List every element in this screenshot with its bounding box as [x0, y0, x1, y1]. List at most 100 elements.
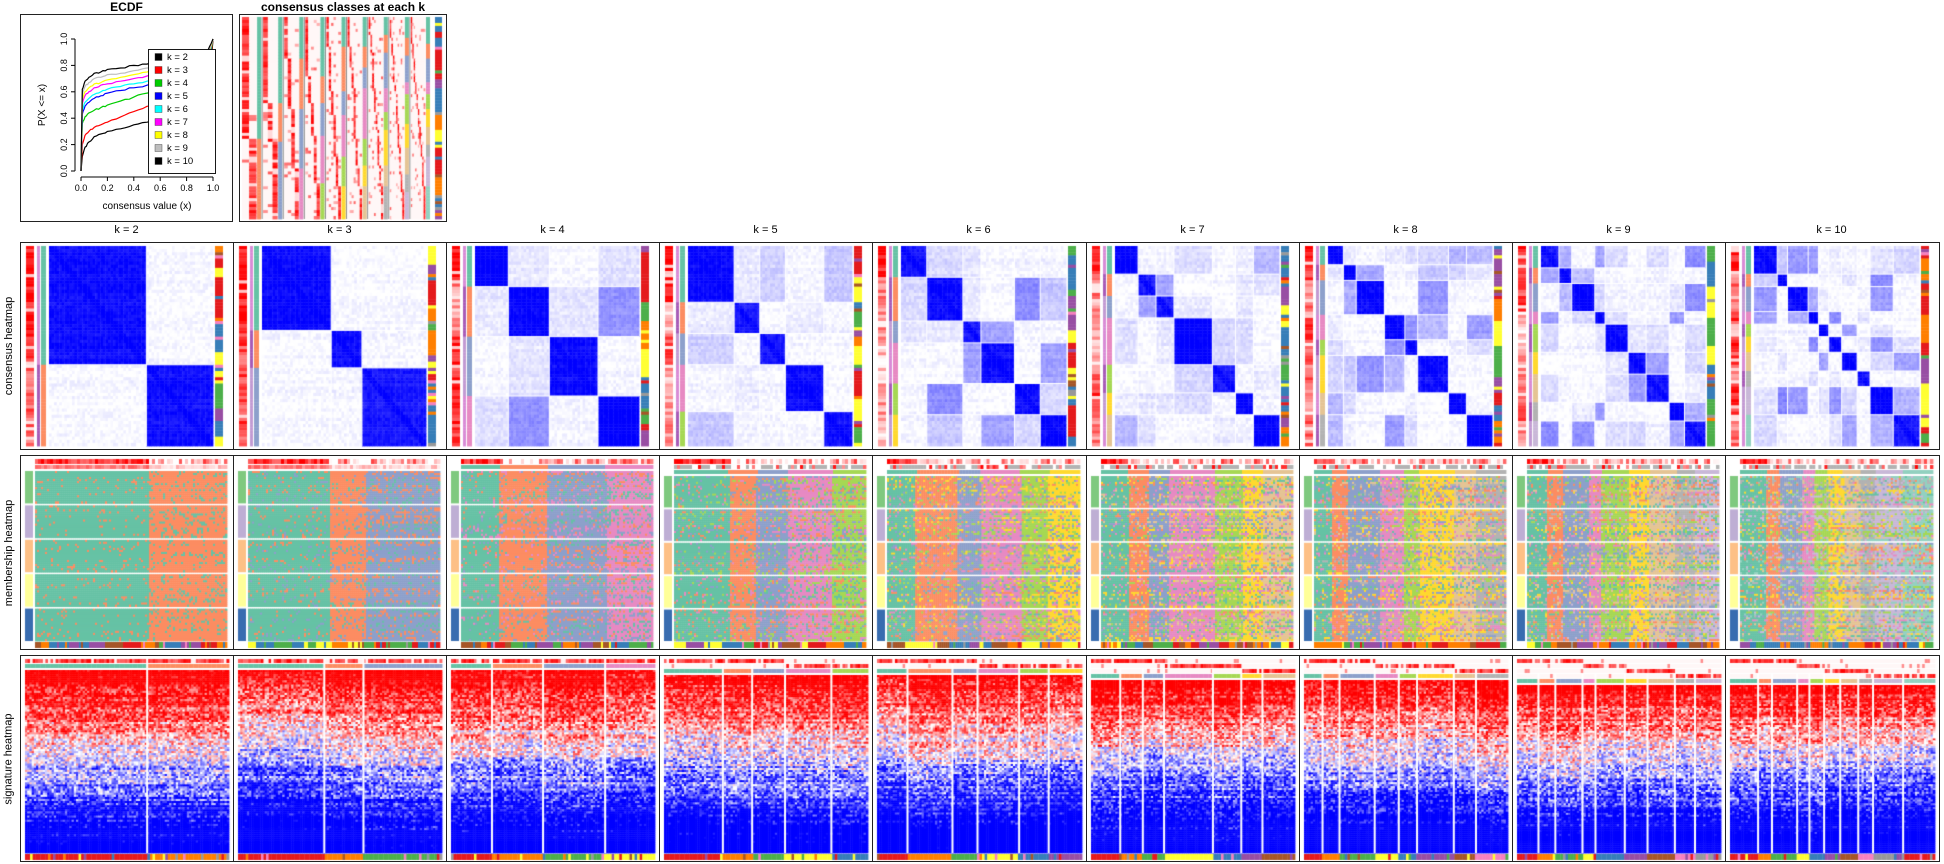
column-header-k9: k = 9 — [1606, 224, 1631, 236]
membership-heatmap-k5-canvas — [660, 456, 872, 649]
consensus-heatmap-row — [20, 242, 1940, 450]
consensus-panel-k2 — [21, 243, 234, 449]
membership-heatmap-k2-canvas — [21, 456, 233, 649]
column-headers: k = 2 k = 3 k = 4 k = 5 k = 6 k = 7 k = 8 k = 9… — [20, 223, 1940, 238]
signature-heatmap-k8-canvas — [1300, 656, 1512, 861]
membership-panel-k8 — [1300, 456, 1513, 649]
signature-heatmap-k5-canvas — [660, 656, 872, 861]
membership-heatmap-k7-canvas — [1087, 456, 1299, 649]
consensus-panel-k3 — [234, 243, 447, 449]
row-label-membership-heatmap: membership heatmap — [3, 499, 16, 606]
ecdf-panel: 0.0 0.2 0.4 0.6 0.8 1.0 0.0 0.2 0.4 0.6 0.8 1.0 cons… — [20, 14, 233, 222]
column-header-k3: k = 3 — [327, 224, 352, 236]
ecdf-xtick: 0.6 — [154, 183, 167, 193]
legend-label-8: k = 8 — [167, 130, 188, 141]
consensus-heatmap-k9-canvas — [1513, 243, 1725, 449]
legend-label-7: k = 7 — [167, 117, 188, 128]
legend-swatch-6 — [154, 105, 163, 113]
membership-heatmap-k10-canvas — [1726, 456, 1939, 649]
legend-label-5: k = 5 — [167, 91, 188, 102]
signature-panel-k2 — [21, 656, 234, 861]
legend-label-10: k = 10 — [167, 156, 193, 167]
consensus-panel-k4 — [447, 243, 660, 449]
signature-heatmap-k2-canvas — [21, 656, 233, 861]
consensus-heatmap-k2-canvas — [21, 243, 233, 449]
consensus-classes-heatmap-canvas — [240, 15, 446, 221]
consensus-panel-k9 — [1513, 243, 1726, 449]
row-label-signature-heatmap: signature heatmap — [3, 712, 15, 805]
membership-heatmap-k3-canvas — [234, 456, 446, 649]
column-header-k10: k = 10 — [1816, 224, 1847, 236]
column-header-k7: k = 7 — [1180, 224, 1205, 236]
legend-label-6: k = 6 — [167, 104, 188, 115]
membership-heatmap-k8-canvas — [1300, 456, 1512, 649]
column-header-k5: k = 5 — [753, 224, 778, 236]
signature-heatmap-k4-canvas — [447, 656, 659, 861]
classes-panel-title: consensus classes at each k — [260, 0, 426, 14]
ecdf-ylabel: P(X <= x) — [37, 84, 48, 126]
row-label-consensus-heatmap: consensus heatmap — [3, 296, 16, 396]
signature-panel-k5 — [660, 656, 873, 861]
legend-swatch-7 — [154, 118, 163, 126]
consensus-heatmap-k3-canvas — [234, 243, 446, 449]
membership-panel-k2 — [21, 456, 234, 649]
membership-panel-k10 — [1726, 456, 1939, 649]
consensus-panel-k6 — [873, 243, 1087, 449]
legend-swatch-4 — [154, 79, 163, 87]
ecdf-ytick: 0.6 — [59, 86, 69, 99]
signature-heatmap-k3-canvas — [234, 656, 446, 861]
membership-panel-k6 — [873, 456, 1087, 649]
membership-heatmap-k6-canvas — [873, 456, 1086, 649]
ecdf-xtick: 0.4 — [128, 183, 141, 193]
membership-panel-k7 — [1087, 456, 1300, 649]
ecdf-plot: 0.0 0.2 0.4 0.6 0.8 1.0 0.0 0.2 0.4 0.6 0.8 1.0 cons… — [37, 33, 219, 212]
ecdf-ytick: 0.2 — [59, 138, 69, 151]
column-header-k2: k = 2 — [114, 224, 139, 236]
signature-panel-k4 — [447, 656, 660, 861]
column-header-k8: k = 8 — [1393, 224, 1418, 236]
membership-heatmap-k9-canvas — [1513, 456, 1725, 649]
legend-label-2: k = 2 — [167, 52, 188, 63]
column-header-k4: k = 4 — [540, 224, 565, 236]
consensus-heatmap-k6-canvas — [873, 243, 1086, 449]
signature-panel-k7 — [1087, 656, 1300, 861]
signature-heatmap-row — [20, 655, 1940, 862]
ecdf-xtick: 0.0 — [75, 183, 88, 193]
signature-heatmap-k10-canvas — [1726, 656, 1939, 861]
ecdf-ytick: 0.8 — [59, 59, 69, 72]
legend-label-3: k = 3 — [167, 65, 188, 76]
consensus-panel-k5 — [660, 243, 873, 449]
ecdf-ytick: 1.0 — [59, 33, 69, 46]
ecdf-xtick: 0.2 — [101, 183, 114, 193]
signature-heatmap-k6-canvas — [873, 656, 1086, 861]
consensus-heatmap-k7-canvas — [1087, 243, 1299, 449]
consensus-heatmap-k10-canvas — [1726, 243, 1939, 449]
legend-swatch-3 — [154, 66, 163, 74]
ecdf-ytick: 0.4 — [59, 112, 69, 125]
ecdf-title: ECDF — [110, 0, 143, 14]
signature-heatmap-k7-canvas — [1087, 656, 1299, 861]
signature-panel-k3 — [234, 656, 447, 861]
legend-label-4: k = 4 — [167, 78, 188, 89]
membership-panel-k4 — [447, 456, 660, 649]
membership-heatmap-row — [20, 455, 1940, 650]
consensus-classes-panel — [239, 14, 447, 222]
signature-panel-k6 — [873, 656, 1087, 861]
membership-panel-k5 — [660, 456, 873, 649]
signature-panel-k10 — [1726, 656, 1939, 861]
membership-panel-k3 — [234, 456, 447, 649]
signature-panel-k9 — [1513, 656, 1726, 861]
signature-heatmap-k9-canvas — [1513, 656, 1725, 861]
ecdf-xlabel: consensus value (x) — [103, 201, 192, 212]
legend-swatch-10 — [154, 157, 163, 165]
column-header-k6: k = 6 — [966, 224, 991, 236]
membership-heatmap-k4-canvas — [447, 456, 659, 649]
consensus-panel-k7 — [1087, 243, 1300, 449]
consensus-panel-k10 — [1726, 243, 1939, 449]
consensus-heatmap-k8-canvas — [1300, 243, 1512, 449]
consensus-heatmap-k4-canvas — [447, 243, 659, 449]
legend-swatch-8 — [154, 131, 163, 139]
legend-swatch-5 — [154, 92, 163, 100]
signature-panel-k8 — [1300, 656, 1513, 861]
